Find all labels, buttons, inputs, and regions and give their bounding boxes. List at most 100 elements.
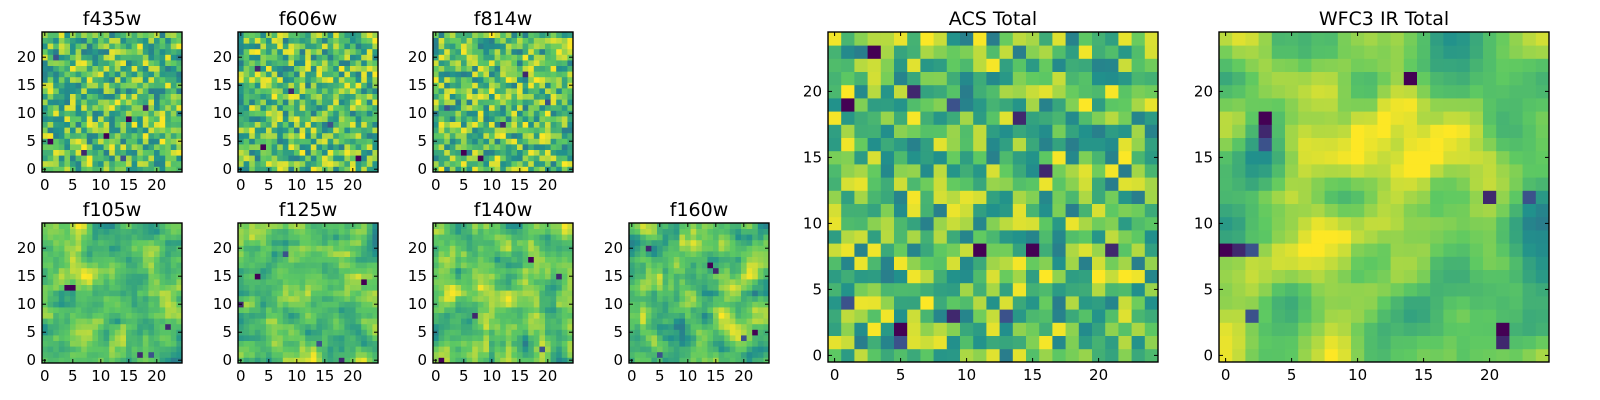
- heatmap-cell: [366, 82, 373, 89]
- heatmap-cell: [338, 256, 345, 263]
- heatmap-cell: [165, 155, 172, 162]
- heatmap-cell: [254, 295, 261, 302]
- heatmap-cell: [477, 93, 484, 100]
- heatmap-cell: [690, 329, 697, 336]
- heatmap-cell: [701, 245, 708, 252]
- heatmap-cell: [271, 256, 278, 263]
- heatmap-cell: [170, 290, 177, 297]
- heatmap-cell: [114, 104, 121, 111]
- heatmap-cell: [299, 251, 306, 257]
- heatmap-cell: [741, 279, 747, 285]
- heatmap-cell: [114, 267, 121, 274]
- heatmap-cell: [505, 273, 512, 280]
- heatmap-cell: [92, 279, 99, 285]
- heatmap-cell: [310, 351, 317, 358]
- heatmap-cell: [657, 239, 663, 246]
- heatmap-cell: [176, 160, 183, 167]
- heatmap-cell: [894, 164, 908, 178]
- heatmap-cell: [58, 256, 65, 263]
- heatmap-cell: [634, 245, 641, 252]
- heatmap-cell: [260, 32, 267, 38]
- heatmap-cell: [466, 357, 473, 364]
- y-tick-label: 5: [222, 323, 232, 341]
- heatmap-cell: [271, 110, 278, 117]
- heatmap-cell: [238, 144, 244, 150]
- heatmap-cell: [53, 160, 60, 167]
- heatmap-cell: [305, 166, 312, 173]
- heatmap-cell: [271, 93, 278, 100]
- heatmap-cell: [310, 290, 317, 297]
- heatmap-cell: [707, 335, 714, 341]
- heatmap-cell: [305, 312, 312, 319]
- heatmap-cell: [455, 110, 462, 117]
- heatmap-cell: [282, 318, 289, 325]
- heatmap-cell: [455, 104, 462, 111]
- heatmap-cell: [679, 245, 686, 252]
- heatmap-cell: [657, 340, 663, 347]
- heatmap-cell: [137, 65, 144, 72]
- heatmap-cell: [372, 335, 379, 341]
- heatmap-cell: [550, 357, 557, 364]
- heatmap-cell: [494, 132, 501, 139]
- heatmap-cell: [299, 71, 306, 78]
- heatmap-cell: [757, 340, 764, 347]
- heatmap-cell: [159, 132, 166, 139]
- heatmap-cell: [1131, 216, 1146, 231]
- heatmap-cell: [946, 269, 961, 284]
- heatmap-cell: [316, 54, 323, 61]
- heatmap-cell: [355, 256, 362, 263]
- heatmap-cell: [170, 104, 177, 111]
- heatmap-cell: [539, 273, 546, 280]
- heatmap-cell: [645, 351, 652, 358]
- heatmap-cell: [299, 99, 306, 106]
- heatmap-cell: [92, 116, 99, 122]
- heatmap-cell: [254, 357, 261, 364]
- heatmap-cell: [338, 329, 345, 336]
- heatmap-cell: [1131, 164, 1146, 178]
- heatmap-cell: [266, 279, 272, 285]
- heatmap-cell: [288, 82, 295, 89]
- heatmap-cell: [477, 267, 484, 274]
- heatmap-cell: [299, 116, 306, 122]
- heatmap-cell: [517, 335, 523, 341]
- heatmap-cell: [960, 256, 974, 270]
- heatmap-cell: [277, 329, 284, 336]
- heatmap-cell: [433, 284, 439, 291]
- heatmap-cell: [483, 71, 490, 78]
- heatmap-cell: [449, 346, 456, 353]
- heatmap-cell: [466, 144, 473, 150]
- heatmap-cell: [103, 65, 110, 72]
- heatmap-cell: [344, 318, 351, 325]
- heatmap-cell: [238, 65, 244, 72]
- heatmap-cell: [366, 132, 373, 139]
- heatmap-cell: [327, 65, 334, 72]
- heatmap-cell: [86, 43, 93, 50]
- heatmap-cell: [466, 71, 473, 78]
- heatmap-cell: [338, 99, 345, 106]
- heatmap-cell: [344, 346, 351, 353]
- heatmap-cell: [103, 54, 110, 61]
- heatmap-cell: [828, 322, 842, 336]
- heatmap-cell: [550, 110, 557, 117]
- heatmap-cell: [243, 65, 250, 72]
- heatmap-cell: [86, 351, 93, 358]
- heatmap-cell: [355, 273, 362, 280]
- heatmap-cell: [455, 121, 462, 128]
- heatmap-cell: [70, 144, 76, 150]
- heatmap-cell: [763, 228, 770, 235]
- heatmap-cell: [1092, 256, 1106, 270]
- heatmap-cell: [433, 76, 439, 83]
- heatmap-cell: [64, 279, 71, 285]
- heatmap-cell: [81, 307, 88, 313]
- heatmap-cell: [238, 160, 244, 167]
- heatmap-cell: [338, 116, 345, 122]
- heatmap-cell: [81, 138, 88, 145]
- heatmap-cell: [477, 329, 484, 336]
- heatmap-cell: [539, 228, 546, 235]
- heatmap-cell: [500, 357, 507, 364]
- heatmap-cell: [629, 290, 635, 297]
- heatmap-cell: [366, 71, 373, 78]
- heatmap-cell: [338, 32, 345, 38]
- heatmap-cell: [735, 301, 742, 308]
- heatmap-cell: [344, 32, 351, 38]
